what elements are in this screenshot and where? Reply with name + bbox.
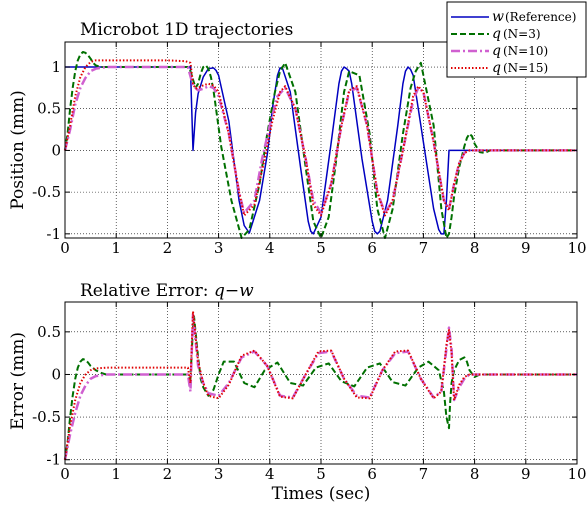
- error-x-tick-label: 0: [60, 465, 70, 483]
- legend-label-n10: (N=10): [503, 44, 548, 58]
- error-x-tick-label: 8: [470, 465, 480, 483]
- error-y-axis-label: Error (mm): [8, 332, 28, 430]
- error-x-tick-label: 3: [214, 465, 224, 483]
- error-chart-title-text: Relative Error:: [80, 281, 214, 301]
- error-ticks: 0 1 2 3 4 5 6 7 8 9 10 -1 -0.5 0 0.5: [32, 302, 587, 483]
- legend-var-n10: q: [492, 43, 501, 59]
- position-x-tick-label: 1: [111, 239, 121, 257]
- position-y-tick-label: 0: [51, 141, 61, 159]
- position-x-tick-label: 5: [316, 239, 326, 257]
- legend-entry-n15: q (N=15): [451, 60, 548, 76]
- position-y-tick-label: 1: [51, 58, 61, 76]
- error-x-tick-label: 7: [419, 465, 429, 483]
- error-chart: Relative Error: q−w Error (mm) Times (se…: [8, 281, 587, 504]
- error-x-tick-label: 1: [111, 465, 121, 483]
- position-series-q10: [63, 65, 577, 215]
- legend-label-n15: (N=15): [503, 61, 548, 75]
- position-x-tick-label: 8: [470, 239, 480, 257]
- error-chart-title: Relative Error: q−w: [80, 281, 254, 301]
- position-ticks: 0 1 2 3 4 5 6 7 8 9 10 -1 -0.5 0 0.5 1: [32, 42, 587, 257]
- error-x-tick-label: 2: [163, 465, 173, 483]
- error-x-tick-label: 5: [316, 465, 326, 483]
- error-y-tick-label: 0: [51, 365, 61, 383]
- legend-box: [446, 1, 587, 78]
- legend-entry-n10: q (N=10): [451, 43, 548, 59]
- error-y-tick-label: -0.5: [32, 408, 61, 426]
- position-x-tick-label: 0: [60, 239, 70, 257]
- error-series-e15: [64, 310, 577, 460]
- position-y-tick-label: -0.5: [32, 183, 61, 201]
- error-x-tick-label: 9: [521, 465, 531, 483]
- position-series-q3: [64, 51, 577, 239]
- error-x-axis-label: Times (sec): [272, 484, 371, 504]
- legend-var-n3: q: [492, 26, 501, 42]
- position-chart-title: Microbot 1D trajectories: [80, 20, 293, 40]
- error-chart-title-math: q−w: [214, 281, 254, 301]
- position-series-q15: [64, 59, 577, 217]
- position-x-tick-label: 2: [163, 239, 173, 257]
- position-y-tick-label: 0.5: [37, 100, 61, 118]
- position-x-tick-label: 6: [367, 239, 377, 257]
- position-series-w: [65, 66, 577, 235]
- error-x-tick-label: 4: [265, 465, 275, 483]
- error-x-tick-label: 6: [367, 465, 377, 483]
- legend-var-reference: w: [492, 9, 504, 25]
- position-y-axis-label: Position (mm): [8, 90, 28, 210]
- error-x-tick-label: 10: [567, 465, 586, 483]
- position-x-tick-label: 4: [265, 239, 275, 257]
- legend-entry-n3: q (N=3): [451, 26, 541, 42]
- error-y-tick-label: -1: [46, 451, 61, 469]
- legend-var-n15: q: [492, 60, 501, 76]
- position-x-tick-label: 3: [214, 239, 224, 257]
- error-series-e3: [64, 315, 577, 460]
- error-grid: [65, 302, 577, 464]
- legend-label-reference: (Reference): [505, 10, 576, 24]
- legend-label-n3: (N=3): [503, 27, 541, 41]
- legend: w (Reference) q (N=3) q (N=10) q (N=15): [446, 1, 587, 78]
- position-x-tick-label: 9: [521, 239, 531, 257]
- position-chart: Microbot 1D trajectories Position (mm) 0…: [8, 1, 587, 257]
- position-x-tick-label: 7: [419, 239, 429, 257]
- error-y-tick-label: 0.5: [37, 323, 61, 341]
- legend-entry-reference: w (Reference): [451, 9, 576, 25]
- position-y-tick-label: -1: [46, 225, 61, 243]
- error-series: [63, 310, 577, 460]
- position-series: [63, 51, 577, 239]
- position-x-tick-label: 10: [567, 239, 586, 257]
